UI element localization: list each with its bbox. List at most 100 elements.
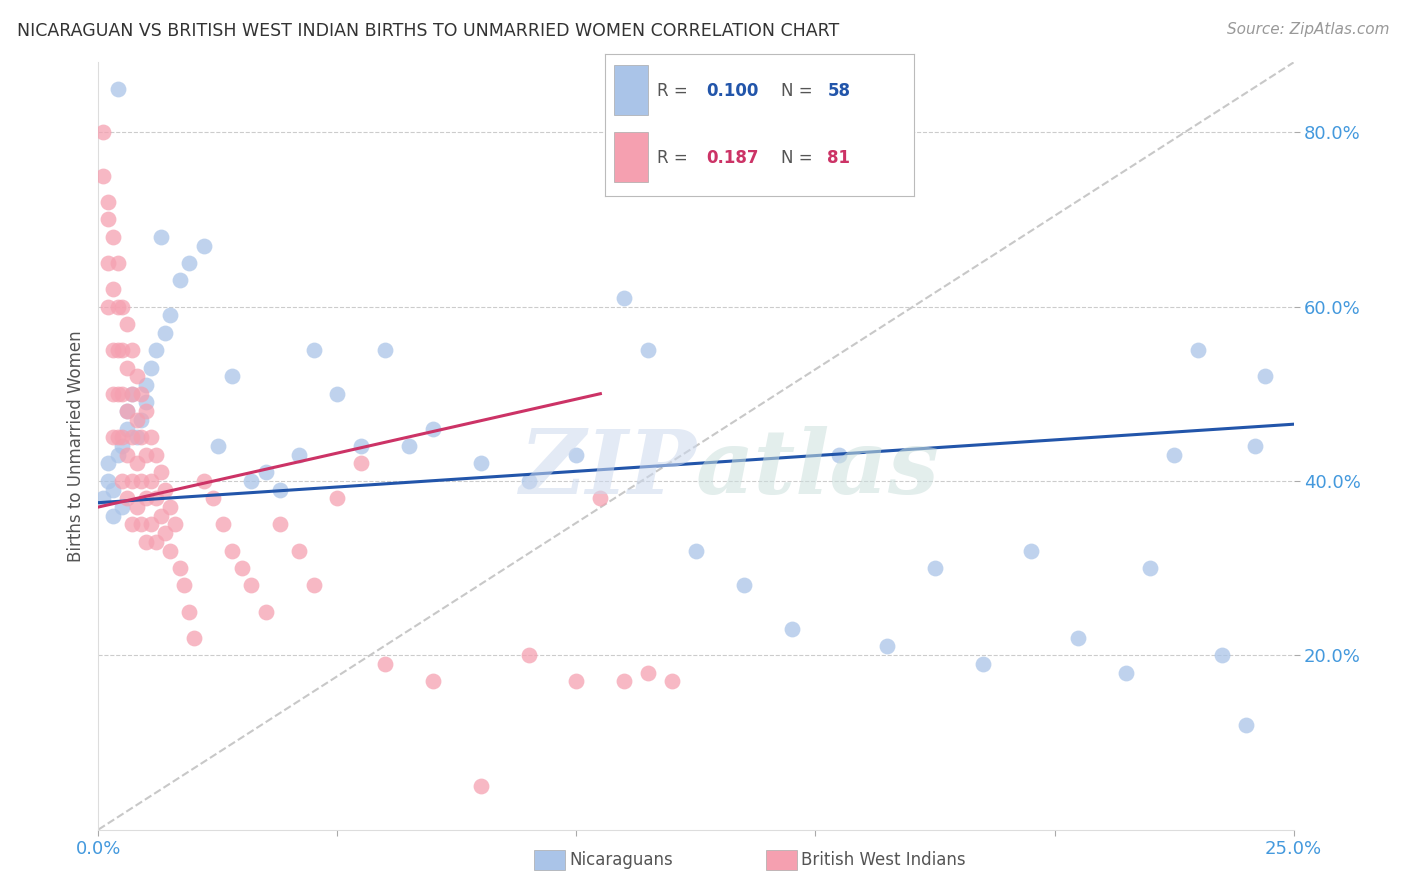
Point [613,291,636,305]
Point [101,386,124,401]
Point [661,674,683,689]
Point [302,343,325,357]
Point [254,465,277,479]
Point [91,125,114,139]
Text: Nicaraguans: Nicaraguans [569,851,673,869]
Point [398,439,420,453]
Point [145,491,167,506]
Point [107,386,129,401]
Point [115,404,138,418]
Point [155,326,177,340]
Point [149,465,172,479]
Point [159,308,181,322]
Point [565,674,588,689]
Point [135,395,157,409]
Point [350,439,373,453]
Point [97,256,120,270]
Point [254,605,277,619]
Point [125,457,148,471]
Point [121,474,143,488]
Point [131,474,153,488]
Point [422,421,444,435]
Point [1019,543,1042,558]
Point [1163,448,1185,462]
Point [125,413,148,427]
Point [111,439,134,453]
Text: 0.187: 0.187 [707,149,759,167]
Point [326,386,349,401]
Point [145,343,167,357]
Point [121,343,143,357]
Point [221,543,243,558]
Point [139,360,162,375]
Point [111,500,134,514]
Text: British West Indians: British West Indians [801,851,966,869]
Point [125,369,148,384]
Point [139,430,162,444]
Point [240,474,263,488]
Point [111,386,134,401]
Point [159,500,181,514]
Point [135,448,157,462]
Point [115,491,138,506]
Point [924,561,946,575]
Point [221,369,243,384]
Point [101,430,124,444]
Text: NICARAGUAN VS BRITISH WEST INDIAN BIRTHS TO UNMARRIED WOMEN CORRELATION CHART: NICARAGUAN VS BRITISH WEST INDIAN BIRTHS… [17,22,839,40]
Point [374,343,396,357]
Point [1115,665,1137,680]
Point [565,448,588,462]
Point [91,169,114,183]
Point [135,491,157,506]
Point [470,457,492,471]
Point [107,343,129,357]
Point [97,457,120,471]
Point [207,439,229,453]
Point [121,386,143,401]
Point [97,474,120,488]
Point [1139,561,1161,575]
Point [972,657,994,671]
Point [145,448,167,462]
Text: N =: N = [780,82,818,100]
Point [115,360,138,375]
Point [121,430,143,444]
Point [115,404,138,418]
Point [1254,369,1277,384]
Point [1187,343,1209,357]
Point [139,474,162,488]
Point [107,448,129,462]
Point [780,622,803,636]
Point [111,300,134,314]
Point [135,378,157,392]
Point [97,194,120,209]
Point [613,674,636,689]
Point [115,421,138,435]
Point [139,517,162,532]
Point [111,430,134,444]
Point [131,413,153,427]
Point [517,648,540,663]
Point [828,448,851,462]
Point [111,343,134,357]
Point [107,430,129,444]
Point [202,491,225,506]
Point [231,561,253,575]
Point [131,517,153,532]
Text: N =: N = [780,149,818,167]
Point [107,300,129,314]
Point [269,483,291,497]
Y-axis label: Births to Unmarried Women: Births to Unmarried Women [66,330,84,562]
Point [91,491,114,506]
Text: ZIP: ZIP [520,425,696,512]
Point [1244,439,1267,453]
Point [155,483,177,497]
Point [193,238,215,252]
Point [193,474,215,488]
Point [1067,631,1090,645]
Point [125,500,148,514]
Text: 58: 58 [827,82,851,100]
Point [269,517,291,532]
Text: R =: R = [657,82,693,100]
Point [211,517,233,532]
